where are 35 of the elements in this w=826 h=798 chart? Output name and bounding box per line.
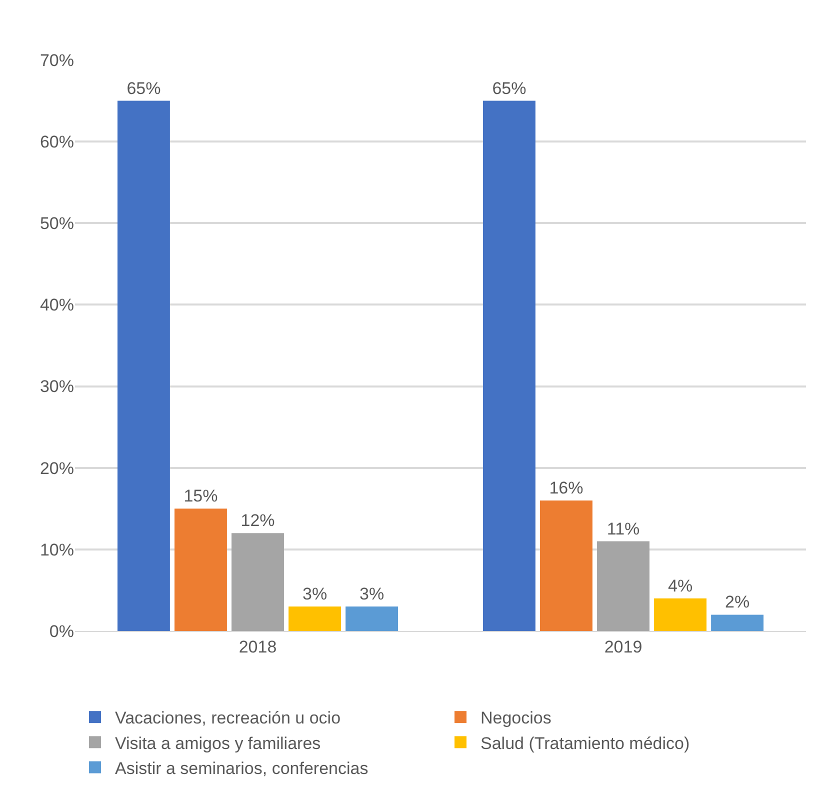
bar <box>117 100 170 631</box>
y-tick-label: 0% <box>49 622 74 641</box>
bar <box>232 533 284 631</box>
legend-label: Salud (Tratamiento médico) <box>480 734 690 753</box>
data-label: 11% <box>606 519 640 538</box>
bar <box>482 100 536 631</box>
x-tick-label: 2019 <box>604 637 642 656</box>
bar <box>540 500 592 631</box>
data-label: 65% <box>126 78 161 98</box>
bar <box>654 598 706 631</box>
bar <box>597 541 650 631</box>
y-tick-label: 50% <box>40 214 74 234</box>
legend-label: Vacaciones, recreación u ocio <box>115 708 341 728</box>
data-label: 3% <box>359 584 384 604</box>
y-tick-label: 30% <box>40 377 74 396</box>
y-tick-label: 60% <box>40 132 74 152</box>
legend-label: Visita a amigos y familiares <box>115 734 321 753</box>
bar <box>174 508 227 631</box>
legend-label: Negocios <box>480 708 552 728</box>
data-label: 3% <box>302 584 328 604</box>
bar <box>346 606 398 631</box>
y-tick-label: 20% <box>40 458 74 478</box>
y-tick-label: 40% <box>40 296 74 315</box>
data-label: 65% <box>492 78 526 98</box>
data-label: 12% <box>240 511 275 530</box>
bar <box>288 606 341 631</box>
y-tick-label: 70% <box>40 50 74 70</box>
x-tick-label: 2018 <box>238 637 277 656</box>
data-label: 2% <box>724 592 750 612</box>
bar <box>711 614 764 631</box>
data-label: 4% <box>668 576 693 596</box>
data-label: 15% <box>184 486 218 506</box>
data-label: 16% <box>549 478 584 498</box>
legend-label: Asistir a seminarios, conferencias <box>115 758 368 778</box>
y-tick-label: 10% <box>40 540 74 560</box>
